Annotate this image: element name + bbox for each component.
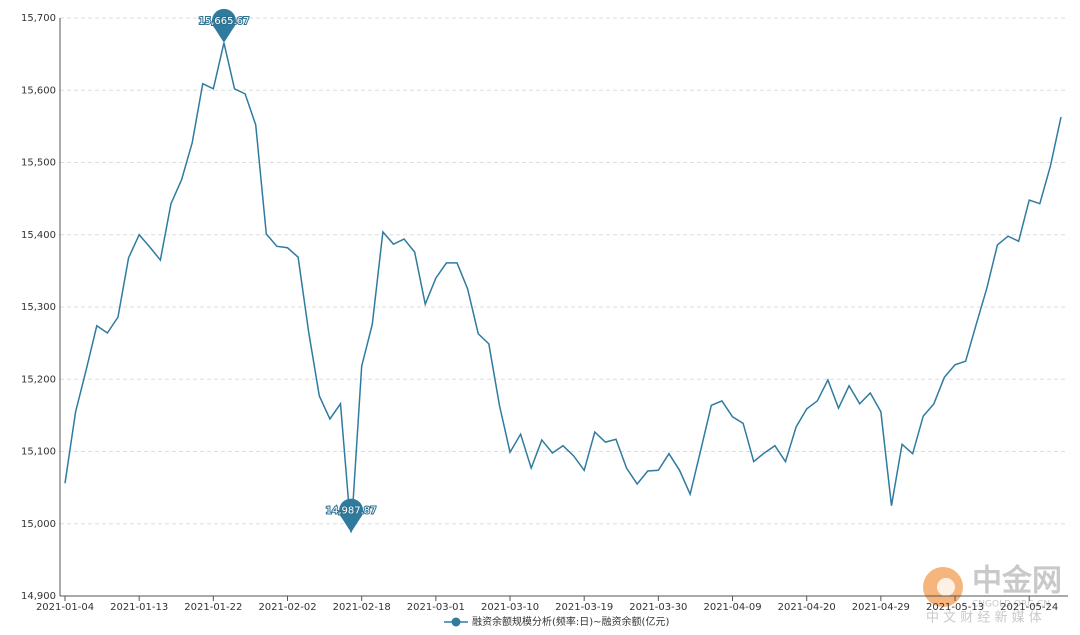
pin-marker xyxy=(211,8,236,43)
x-tick-label: 2021-04-09 xyxy=(703,602,761,613)
watermark-logo: 中金网 xyxy=(972,564,1062,599)
x-tick-label: 2021-04-20 xyxy=(778,602,836,613)
x-tick-label: 2021-01-13 xyxy=(110,602,168,613)
watermark: 中金网 CNGOLD.ORG.CN 中 文 财 经 新 媒 体 xyxy=(923,564,1062,626)
x-tick-label: 2021-01-22 xyxy=(184,602,242,613)
y-tick-label: 15,600 xyxy=(21,85,56,96)
legend-label: 融资余额规模分析(频率:日)~融资余额(亿元) xyxy=(472,615,669,628)
pin-label: 14,987.87 xyxy=(326,506,377,517)
watermark-logo-icon xyxy=(937,578,955,596)
y-tick-label: 15,100 xyxy=(21,447,56,458)
y-tick-label: 15,700 xyxy=(21,13,56,24)
y-tick-label: 14,900 xyxy=(21,591,56,602)
x-tick-label: 2021-03-10 xyxy=(481,602,539,613)
pin-label: 15,665.67 xyxy=(198,16,249,27)
pin-marker xyxy=(339,498,364,533)
y-tick-label: 15,500 xyxy=(21,158,56,169)
y-tick-label: 15,000 xyxy=(21,519,56,530)
x-tick-label: 2021-02-18 xyxy=(333,602,391,613)
x-tick-label: 2021-05-24 xyxy=(1000,602,1058,613)
legend-marker xyxy=(451,617,461,627)
y-tick-label: 15,300 xyxy=(21,302,56,313)
x-tick-label: 2021-01-04 xyxy=(36,602,94,613)
x-tick-label: 2021-03-30 xyxy=(629,602,687,613)
line-series xyxy=(64,42,1062,533)
y-tick-label: 15,400 xyxy=(21,230,56,241)
watermark-slogan: 中 文 财 经 新 媒 体 xyxy=(926,610,1042,626)
x-tick-label: 2021-03-19 xyxy=(555,602,613,613)
watermark-site: CNGOLD.ORG.CN xyxy=(972,600,1050,610)
x-tick-label: 2021-04-29 xyxy=(852,602,910,613)
x-tick-label: 2021-02-02 xyxy=(258,602,316,613)
y-tick-label: 15,200 xyxy=(21,374,56,385)
x-tick-label: 2021-05-13 xyxy=(926,602,984,613)
x-tick-label: 2021-03-01 xyxy=(407,602,465,613)
